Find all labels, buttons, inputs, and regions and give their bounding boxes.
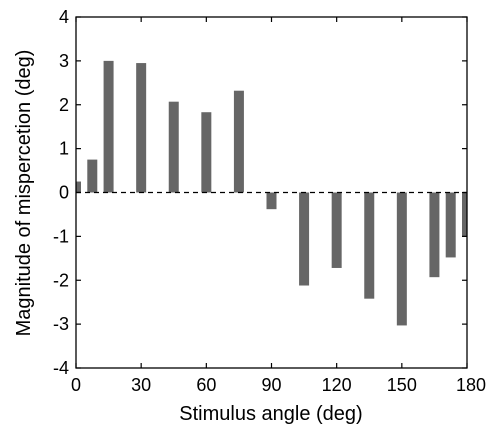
x-tick-label-2: 60: [196, 375, 216, 395]
y-ticks: 4 3 2 1 0 -1 -2 -3 -4: [53, 7, 467, 378]
bar-9: [331, 192, 342, 268]
bar-10: [364, 192, 375, 299]
bar-4: [168, 101, 179, 193]
y-tick-label-8: -4: [53, 358, 69, 378]
bar-1: [87, 159, 98, 193]
x-tick-label-6: 180: [456, 375, 486, 395]
y-tick-label-3: 1: [59, 139, 69, 159]
y-tick-label-1: 3: [59, 51, 69, 71]
bar-7: [266, 192, 277, 210]
y-axis-title: Magnitude of mispercetion (deg): [13, 50, 35, 337]
x-tick-label-5: 150: [387, 375, 417, 395]
bar-12: [429, 192, 440, 278]
y-tick-label-6: -2: [53, 270, 69, 290]
bar-5: [201, 112, 212, 193]
y-tick-label-5: -1: [53, 226, 69, 246]
bar-13: [445, 192, 456, 258]
bar-6: [233, 90, 244, 193]
x-axis-title: Stimulus angle (deg): [179, 403, 362, 425]
y-tick-label-2: 2: [59, 95, 69, 115]
y-tick-label-0: 4: [59, 7, 69, 27]
bar-8: [299, 192, 310, 286]
bar-0: [76, 181, 81, 193]
y-axis-title-group: Magnitude of mispercetion (deg): [13, 50, 35, 337]
x-tick-label-3: 90: [261, 375, 281, 395]
bar-11: [396, 192, 407, 326]
bar-3: [136, 63, 147, 193]
x-tick-label-0: 0: [71, 375, 81, 395]
x-tick-label-4: 120: [322, 375, 352, 395]
bars: [76, 60, 467, 326]
x-tick-label-1: 30: [131, 375, 151, 395]
x-ticks: 0 30 60 90 120 150 180: [71, 17, 486, 395]
y-tick-label-7: -3: [53, 314, 69, 334]
bar-2: [103, 60, 114, 193]
y-tick-label-4: 0: [59, 183, 69, 203]
bar-14: [462, 192, 467, 237]
